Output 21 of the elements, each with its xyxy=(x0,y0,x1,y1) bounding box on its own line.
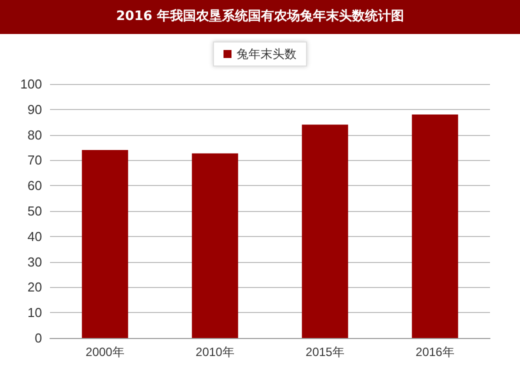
chart-title: 2016 年我国农垦系统国有农场兔年末头数统计图 xyxy=(0,0,520,34)
y-tick-label: 40 xyxy=(28,228,42,244)
bar xyxy=(412,114,458,338)
y-tick-label: 10 xyxy=(28,305,42,320)
bar xyxy=(192,153,238,338)
x-tick-label: 2016年 xyxy=(416,345,454,359)
x-tick-label: 2010年 xyxy=(196,345,234,359)
bar xyxy=(302,124,348,338)
y-tick-label: 80 xyxy=(28,127,42,142)
y-tick-label: 60 xyxy=(28,178,42,194)
x-tick-label: 2000年 xyxy=(86,345,124,359)
y-tick-label: 20 xyxy=(28,280,42,295)
bar xyxy=(82,150,128,338)
y-tick-label: 100 xyxy=(20,76,42,92)
x-tick-label: 2015年 xyxy=(306,345,344,359)
y-tick-label: 50 xyxy=(28,204,42,218)
y-tick-label: 30 xyxy=(28,254,42,270)
y-tick-label: 90 xyxy=(28,102,42,117)
y-tick-label: 0 xyxy=(34,330,42,346)
legend-label: 兔年末头数 xyxy=(236,47,296,61)
y-tick-label: 70 xyxy=(28,152,42,168)
